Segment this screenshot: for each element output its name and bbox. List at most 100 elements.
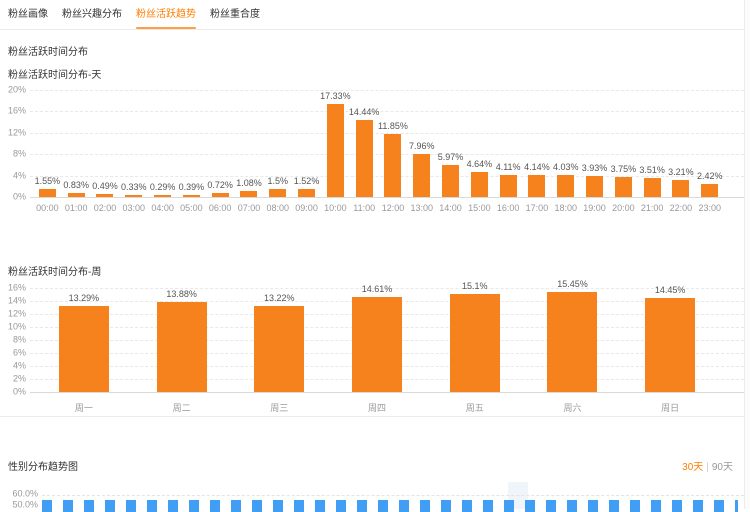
hourly-activity-chart: 20% 16% 12% 8% 4% 0% 1.55% 0.83% 0.49% 0.33% 0.29%… bbox=[0, 85, 744, 225]
bar-21:00[interactable] bbox=[643, 178, 661, 197]
x-axis-label: 17:00 bbox=[525, 203, 549, 213]
bar-09:00[interactable] bbox=[298, 189, 316, 197]
bar-slot: 0.33% bbox=[119, 90, 148, 197]
bar-周一[interactable] bbox=[58, 306, 109, 392]
bar-value-label: 1.5% bbox=[267, 175, 289, 186]
bar-01:00[interactable] bbox=[67, 193, 85, 197]
x-axis-label: 18:00 bbox=[554, 203, 577, 213]
bar-slot: 0.72% bbox=[206, 90, 235, 197]
bar-03:00[interactable] bbox=[125, 195, 143, 197]
bar-value-label: 3.93% bbox=[581, 162, 608, 173]
y-axis-label: 0% bbox=[12, 191, 26, 202]
bar-周二[interactable] bbox=[156, 302, 207, 392]
tab-fan-interest[interactable]: 粉丝兴趣分布 bbox=[62, 8, 122, 20]
period-toggle: 30天 | 90天 bbox=[682, 458, 733, 473]
bar-slot: 0.29% bbox=[148, 90, 177, 197]
gridline bbox=[30, 392, 744, 393]
x-axis-label: 01:00 bbox=[64, 203, 88, 213]
weekly-activity-chart: 16% 14% 12% 10% 8% 6% 4% 2% 0% 13.29% 13.88% 13.22%… bbox=[0, 279, 744, 423]
bar-slot: 15.1% bbox=[426, 281, 524, 392]
bar-value-label: 3.21% bbox=[668, 166, 694, 177]
x-axis-label: 周五 bbox=[465, 403, 484, 413]
bar-11:00[interactable] bbox=[355, 120, 373, 197]
bar-slot: 1.5% bbox=[263, 90, 292, 197]
y-axis-label: 8% bbox=[12, 334, 26, 345]
hourly-chart-title: 粉丝活跃时间分布-天 bbox=[8, 70, 102, 81]
gender-chart-title: 性别分布趋势图 bbox=[8, 462, 78, 473]
x-axis-label: 03:00 bbox=[122, 203, 146, 213]
period-separator: | bbox=[706, 462, 709, 473]
bars-row: 1.55% 0.83% 0.49% 0.33% 0.29% 0.39% 0.72% 1.08%… bbox=[33, 90, 724, 197]
bar-04:00[interactable] bbox=[154, 195, 172, 197]
gender-trend-dashed-line[interactable] bbox=[42, 500, 738, 512]
bar-22:00[interactable] bbox=[672, 180, 690, 197]
y-axis-label: 16% bbox=[7, 105, 26, 116]
section-title: 粉丝活跃时间分布 bbox=[8, 47, 88, 58]
x-axis-label: 11:00 bbox=[353, 203, 376, 213]
x-axis-label: 周六 bbox=[563, 403, 582, 413]
bar-19:00[interactable] bbox=[586, 176, 604, 197]
y-axis-label: 4% bbox=[12, 360, 26, 371]
bar-slot: 3.93% bbox=[580, 90, 609, 197]
section-divider bbox=[0, 416, 744, 417]
x-axis-label: 07:00 bbox=[237, 203, 261, 213]
bar-slot: 1.55% bbox=[33, 90, 62, 197]
bar-周六[interactable] bbox=[547, 292, 598, 392]
bar-周四[interactable] bbox=[352, 297, 403, 392]
y-axis-label: 8% bbox=[12, 148, 26, 159]
bar-value-label: 7.96% bbox=[408, 141, 435, 152]
y-axis-label: 60.0% bbox=[12, 488, 38, 499]
bar-23:00[interactable] bbox=[701, 184, 719, 197]
bar-slot: 13.29% bbox=[35, 288, 133, 392]
y-axis-label: 0% bbox=[12, 386, 26, 397]
bar-17:00[interactable] bbox=[528, 175, 546, 197]
bar-15:00[interactable] bbox=[470, 172, 488, 197]
bar-07:00[interactable] bbox=[240, 191, 258, 197]
bar-06:00[interactable] bbox=[211, 193, 229, 197]
bar-05:00[interactable] bbox=[182, 195, 200, 197]
y-axis-label: 20% bbox=[7, 84, 26, 95]
bar-value-label: 13.22% bbox=[264, 293, 295, 304]
x-axis-label: 08:00 bbox=[266, 203, 290, 213]
bar-slot: 13.22% bbox=[230, 288, 328, 392]
bar-slot: 4.14% bbox=[523, 90, 552, 197]
bar-18:00[interactable] bbox=[557, 175, 575, 197]
bar-14:00[interactable] bbox=[442, 165, 460, 197]
bar-10:00[interactable] bbox=[326, 104, 344, 197]
x-axis-label: 周四 bbox=[368, 403, 387, 413]
tab-fan-portrait[interactable]: 粉丝画像 bbox=[8, 8, 48, 20]
bar-slot: 3.21% bbox=[667, 90, 696, 197]
period-option-30天[interactable]: 30天 bbox=[682, 462, 704, 473]
x-axis-label: 21:00 bbox=[640, 203, 664, 213]
bar-value-label: 4.11% bbox=[495, 162, 521, 173]
bar-value-label: 14.44% bbox=[348, 106, 380, 117]
bar-周日[interactable] bbox=[645, 298, 696, 392]
bar-00:00[interactable] bbox=[38, 189, 56, 197]
bar-周三[interactable] bbox=[254, 306, 305, 392]
bar-16:00[interactable] bbox=[499, 175, 517, 197]
x-axis-label: 10:00 bbox=[324, 203, 347, 213]
bar-13:00[interactable] bbox=[413, 154, 431, 197]
tab-bar: 粉丝画像 粉丝兴趣分布 粉丝活跃趋势 粉丝重合度 bbox=[0, 0, 744, 30]
scrollbar-track[interactable] bbox=[745, 0, 750, 509]
x-axis-label: 02:00 bbox=[93, 203, 117, 213]
bar-20:00[interactable] bbox=[614, 177, 632, 197]
bar-slot: 4.64% bbox=[465, 90, 494, 197]
bar-slot: 5.97% bbox=[436, 90, 465, 197]
tab-fan-overlap[interactable]: 粉丝重合度 bbox=[210, 8, 260, 20]
bar-value-label: 2.42% bbox=[696, 171, 723, 182]
bar-08:00[interactable] bbox=[269, 189, 287, 197]
bar-周五[interactable] bbox=[449, 294, 500, 392]
period-option-90天[interactable]: 90天 bbox=[711, 462, 733, 473]
x-axis-label: 05:00 bbox=[180, 203, 203, 213]
bar-value-label: 14.45% bbox=[654, 285, 686, 296]
y-axis-label: 10% bbox=[7, 321, 26, 332]
x-axis-labels: 00:00 01:00 02:00 03:00 04:00 05:00 06:00 07:00… bbox=[33, 204, 724, 213]
y-axis-label: 16% bbox=[7, 282, 26, 293]
tab-fan-activity-trend[interactable]: 粉丝活跃趋势 bbox=[136, 0, 196, 30]
bar-02:00[interactable] bbox=[96, 194, 114, 197]
bar-value-label: 15.1% bbox=[461, 280, 488, 291]
bar-12:00[interactable] bbox=[384, 134, 402, 197]
bar-slot: 7.96% bbox=[407, 90, 436, 197]
bar-value-label: 0.29% bbox=[149, 182, 176, 193]
